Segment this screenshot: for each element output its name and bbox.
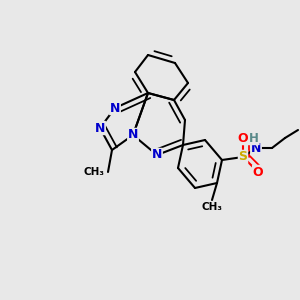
- Text: CH₃: CH₃: [84, 167, 105, 177]
- Text: N: N: [152, 148, 162, 161]
- Text: N: N: [110, 101, 120, 115]
- Text: N: N: [251, 142, 261, 154]
- Text: O: O: [253, 166, 263, 178]
- Text: CH₃: CH₃: [202, 202, 223, 212]
- Text: N: N: [95, 122, 105, 134]
- Text: H: H: [249, 131, 259, 145]
- Text: N: N: [128, 128, 138, 142]
- Text: O: O: [238, 131, 248, 145]
- Text: S: S: [238, 151, 247, 164]
